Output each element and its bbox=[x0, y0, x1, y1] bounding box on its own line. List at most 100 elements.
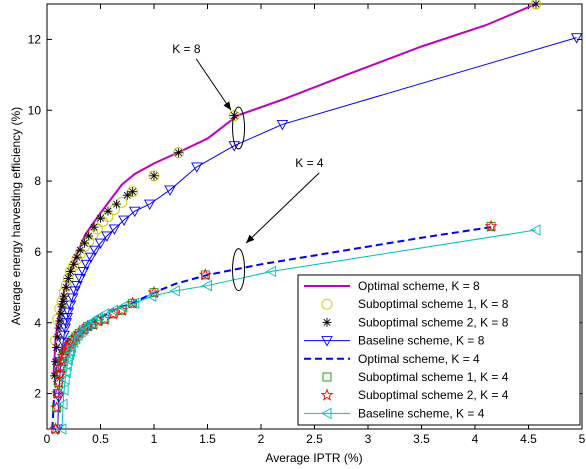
annotation-layer: K = 8 K = 4 bbox=[172, 42, 324, 292]
data-point bbox=[96, 213, 105, 223]
data-point bbox=[61, 282, 71, 292]
legend-marker bbox=[322, 372, 332, 382]
data-point bbox=[530, 0, 542, 10]
data-point bbox=[101, 231, 113, 242]
series-7 bbox=[56, 224, 541, 435]
x-tick-label: 2.5 bbox=[306, 432, 323, 446]
data-point bbox=[126, 296, 140, 309]
data-point bbox=[486, 221, 496, 231]
data-point bbox=[64, 300, 77, 311]
data-point bbox=[50, 335, 62, 346]
x-tick-label: 0 bbox=[44, 432, 51, 446]
data-point bbox=[53, 367, 67, 380]
data-point bbox=[89, 245, 101, 257]
legend-marker bbox=[320, 388, 334, 401]
data-point bbox=[72, 252, 82, 262]
annotation-label: K = 8 bbox=[172, 42, 201, 56]
data-point bbox=[276, 119, 289, 131]
data-point bbox=[164, 185, 176, 196]
series-layer bbox=[49, 0, 583, 435]
legend-box bbox=[297, 274, 581, 426]
data-point bbox=[53, 332, 63, 342]
data-point bbox=[89, 222, 99, 232]
annotation-arrowhead bbox=[223, 101, 232, 111]
data-point bbox=[65, 341, 77, 354]
data-point bbox=[128, 206, 141, 218]
legend-label: Baseline scheme, K = 8 bbox=[358, 334, 485, 348]
data-point bbox=[64, 345, 75, 357]
data-point bbox=[191, 162, 203, 173]
data-point bbox=[117, 301, 128, 313]
data-point bbox=[200, 270, 210, 280]
legend-entry: Suboptimal scheme 2, K = 4 bbox=[320, 388, 509, 402]
data-point bbox=[122, 190, 132, 200]
x-tick-label: 0.5 bbox=[92, 432, 109, 446]
axis-ticks bbox=[46, 4, 583, 429]
data-point bbox=[63, 273, 73, 283]
y-tick-label: 10 bbox=[28, 103, 42, 117]
data-point bbox=[51, 424, 61, 434]
x-tick-label: 2 bbox=[258, 432, 265, 446]
x-tick-label: 5 bbox=[579, 432, 586, 446]
y-tick-label: 8 bbox=[34, 174, 41, 188]
data-point bbox=[56, 423, 67, 435]
x-tick-label: 4 bbox=[472, 432, 479, 446]
data-point bbox=[52, 343, 62, 353]
data-point bbox=[84, 231, 94, 241]
data-point bbox=[60, 318, 73, 329]
legend-entry: Baseline scheme, K = 4 bbox=[304, 406, 485, 420]
data-point bbox=[62, 354, 73, 366]
legend-entry: Suboptimal scheme 1, K = 4 bbox=[322, 370, 509, 384]
data-point bbox=[61, 359, 72, 372]
legend-label: Suboptimal scheme 1, K = 4 bbox=[358, 370, 509, 384]
data-point bbox=[85, 252, 97, 264]
annotation-ellipse bbox=[232, 106, 246, 150]
data-point bbox=[69, 259, 79, 269]
data-point bbox=[55, 316, 65, 326]
data-point bbox=[92, 311, 103, 324]
y-tick-label: 4 bbox=[34, 316, 41, 330]
annotation-arrowhead bbox=[246, 234, 255, 244]
legend-marker bbox=[321, 336, 333, 347]
data-point bbox=[75, 245, 85, 255]
data-point bbox=[56, 309, 66, 319]
data-point bbox=[87, 315, 98, 327]
legend: Optimal scheme, K = 8 Suboptimal scheme 1… bbox=[297, 274, 581, 426]
data-point bbox=[58, 384, 69, 396]
data-point bbox=[59, 323, 71, 334]
data-point bbox=[66, 293, 79, 304]
legend-marker bbox=[321, 298, 333, 310]
data-point bbox=[77, 266, 90, 278]
data-point bbox=[149, 288, 159, 298]
data-point bbox=[169, 285, 180, 297]
data-point bbox=[112, 199, 122, 209]
data-point bbox=[143, 199, 156, 211]
legend-label: Suboptimal scheme 1, K = 8 bbox=[358, 297, 509, 311]
y-tick-label: 12 bbox=[28, 32, 42, 46]
legend-label: Optimal scheme, K = 8 bbox=[358, 279, 480, 293]
data-point bbox=[60, 366, 71, 379]
annotation-arrow bbox=[195, 58, 232, 111]
data-point bbox=[62, 307, 75, 319]
legend-label: Optimal scheme, K = 4 bbox=[358, 352, 480, 366]
data-point bbox=[59, 373, 70, 386]
data-point bbox=[98, 308, 110, 320]
data-point bbox=[80, 259, 93, 271]
x-axis-label: Average IPTR (%) bbox=[265, 451, 362, 465]
data-point bbox=[198, 268, 212, 281]
x-tick-label: 1 bbox=[151, 432, 158, 446]
data-point bbox=[79, 238, 89, 248]
data-point bbox=[54, 378, 64, 388]
data-point bbox=[53, 389, 63, 399]
annotation-label: K = 4 bbox=[295, 156, 324, 170]
data-point bbox=[63, 348, 74, 361]
legend-marker bbox=[322, 317, 332, 327]
data-point bbox=[59, 291, 69, 301]
data-point bbox=[71, 281, 83, 292]
data-point bbox=[173, 147, 185, 159]
data-point bbox=[52, 403, 62, 413]
data-point bbox=[530, 224, 541, 236]
data-point bbox=[265, 265, 277, 278]
x-tick-label: 4.5 bbox=[520, 432, 537, 446]
data-point bbox=[228, 110, 240, 122]
